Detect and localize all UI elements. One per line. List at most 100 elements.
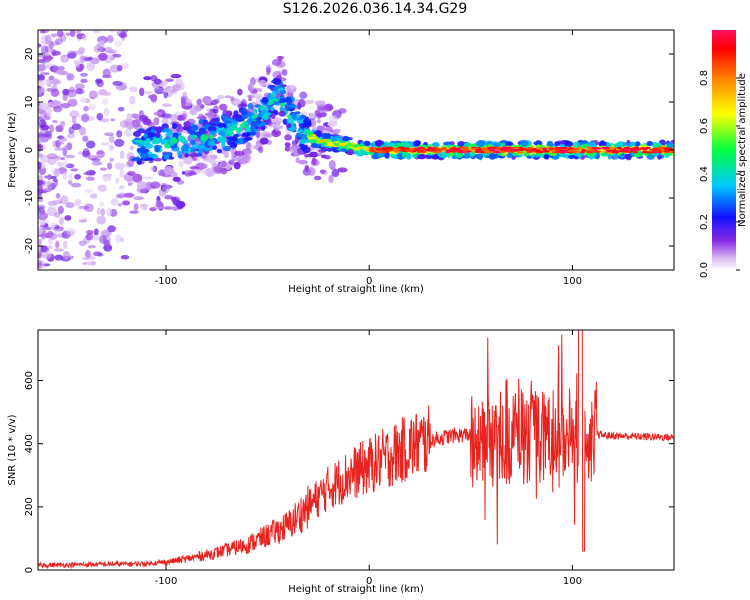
spectral-point — [108, 144, 115, 151]
spectral-point — [210, 118, 217, 123]
colorbar-tick-label: 0.4 — [699, 166, 710, 182]
spectral-point — [55, 240, 60, 249]
spectral-point — [120, 237, 125, 243]
spectral-point — [96, 79, 104, 88]
colorbar-tick-label: 0.0 — [699, 262, 710, 278]
spectral-point — [374, 140, 383, 147]
spectral-point — [59, 136, 67, 142]
spectral-point — [79, 126, 87, 136]
spectral-point — [384, 152, 390, 159]
spectral-point — [124, 128, 132, 137]
spectral-point — [210, 122, 219, 127]
spectral-point — [633, 146, 640, 150]
spectral-point — [132, 131, 142, 138]
spectral-point — [139, 146, 146, 154]
spectral-point — [51, 77, 60, 86]
spectral-point — [84, 171, 91, 176]
spectral-point — [586, 150, 594, 154]
spectral-point — [198, 118, 204, 125]
spectral-point — [635, 141, 641, 147]
spectral-point — [55, 193, 61, 199]
spectral-point — [107, 225, 117, 233]
spectral-point — [38, 137, 44, 144]
spectral-point — [152, 84, 160, 90]
spectral-point — [38, 226, 43, 235]
spectral-point — [289, 84, 296, 90]
bottom-x-axis-label: Height of straight line (km) — [288, 584, 424, 595]
spectral-point — [65, 32, 71, 37]
spectral-point — [200, 169, 209, 175]
spectral-point — [101, 98, 109, 106]
spectral-point — [38, 153, 44, 158]
spectral-point — [82, 135, 89, 142]
spectral-point — [484, 151, 490, 154]
spectral-point — [38, 87, 42, 95]
spectral-point — [234, 150, 245, 157]
colorbar-ticks: 0.0 0.2 0.4 0.6 0.8 — [699, 70, 740, 278]
x-tick-label: 0 — [366, 276, 372, 287]
spectral-point — [279, 89, 287, 95]
spectral-point — [114, 40, 123, 48]
spectral-point — [180, 145, 188, 152]
spectral-point — [228, 159, 235, 165]
spectral-point — [161, 103, 172, 108]
spectral-point — [338, 143, 347, 147]
spectral-point — [302, 118, 312, 125]
spectral-point — [630, 148, 638, 152]
spectral-point — [232, 137, 238, 142]
spectral-point — [143, 176, 154, 180]
spectral-point — [103, 173, 112, 177]
spectral-point — [38, 133, 45, 137]
spectral-point — [189, 134, 198, 140]
spectral-point — [70, 182, 82, 188]
spectral-point — [183, 156, 193, 165]
spectral-point — [181, 113, 187, 121]
spectral-point — [363, 140, 371, 146]
spectral-point — [284, 142, 291, 148]
spectral-point — [107, 162, 113, 170]
spectral-point — [307, 133, 314, 136]
spectral-point — [256, 120, 262, 124]
spectral-point — [324, 139, 332, 142]
spectral-point — [79, 63, 85, 70]
spectral-point — [554, 141, 561, 147]
spectral-point — [247, 103, 253, 110]
spectral-point — [217, 131, 226, 136]
spectral-point — [476, 150, 484, 153]
spectral-point — [209, 130, 215, 135]
spectral-point — [38, 187, 43, 194]
y-tick-label: 10 — [24, 96, 35, 109]
spectral-point — [513, 148, 522, 151]
spectral-point — [89, 170, 96, 176]
spectral-point — [127, 171, 136, 176]
spectral-point — [86, 115, 95, 122]
spectral-point — [221, 140, 226, 148]
spectral-point — [41, 249, 52, 259]
spectral-point — [385, 142, 394, 148]
spectral-point — [47, 112, 52, 117]
spectral-point — [449, 147, 455, 150]
spectral-point — [456, 150, 465, 154]
spectral-point — [354, 147, 360, 150]
spectral-point — [535, 147, 542, 150]
spectral-point — [39, 128, 49, 136]
spectral-point — [296, 129, 304, 133]
spectral-point — [38, 43, 42, 48]
spectral-point — [425, 148, 431, 151]
spectral-point — [469, 151, 476, 158]
colorbar-tick-label: 0.8 — [699, 70, 710, 86]
spectral-point — [132, 119, 141, 128]
spectral-point — [248, 97, 253, 102]
spectral-point — [656, 146, 664, 150]
spectral-point — [508, 150, 516, 153]
spectral-point — [536, 150, 542, 153]
spectral-point — [150, 181, 161, 189]
spectral-point — [246, 126, 251, 133]
spectral-point — [315, 130, 321, 138]
spectral-point — [313, 175, 322, 181]
spectral-point — [196, 145, 206, 150]
spectral-point — [38, 206, 43, 213]
spectral-point — [282, 118, 288, 125]
